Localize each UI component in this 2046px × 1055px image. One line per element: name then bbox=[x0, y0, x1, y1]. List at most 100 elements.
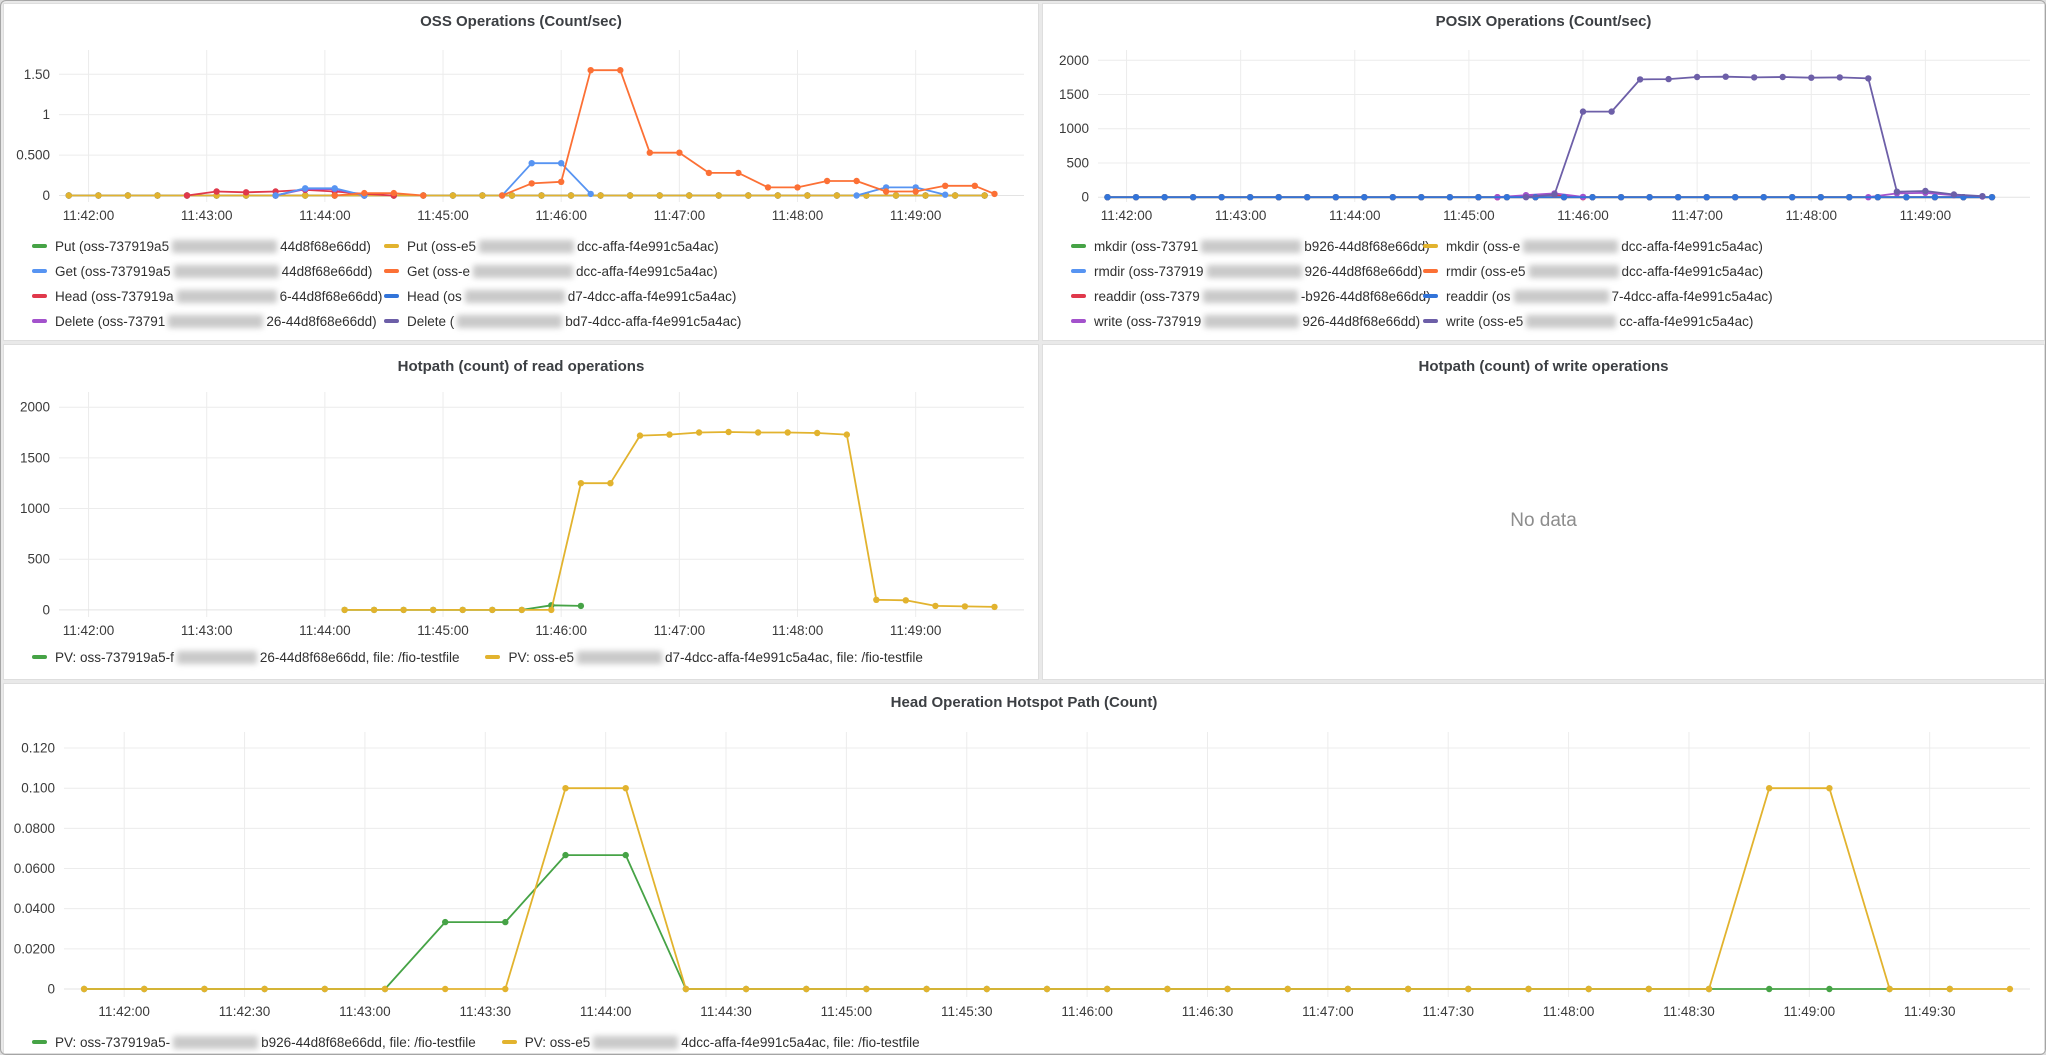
series-point bbox=[1865, 75, 1872, 82]
series-point bbox=[558, 160, 565, 167]
redacted-blur-patch bbox=[1513, 290, 1609, 303]
series-point bbox=[502, 918, 509, 926]
series-point bbox=[442, 985, 449, 993]
legend-label-text: cc-affa-f4e991c5a4ac) bbox=[1619, 314, 1754, 329]
redacted-blur-patch bbox=[593, 1036, 679, 1049]
oss-operations-chart[interactable]: 11:42:00 11:43:00 11:44:00 11:45:00 11:46:00… bbox=[4, 32, 1040, 232]
no-data-message: No data bbox=[1510, 510, 1577, 531]
y-tick-label: 1000 bbox=[20, 501, 50, 516]
series-point bbox=[459, 606, 466, 614]
x-tick-label: 11:46:00 bbox=[1557, 208, 1609, 223]
legend-item[interactable]: Put (oss-737919a5 44d8f68e66dd) bbox=[32, 234, 384, 259]
series-point bbox=[141, 985, 148, 993]
legend-label-text: readdir (os bbox=[1446, 289, 1511, 304]
series-point bbox=[1589, 194, 1596, 201]
legend-label-text: rmdir (oss-e5 bbox=[1446, 264, 1526, 279]
series-point bbox=[1693, 73, 1701, 81]
x-tick-label: 11:44:30 bbox=[700, 1004, 752, 1019]
legend-item[interactable]: Delete (bd7-4dcc-affa-f4e991c5a4ac) bbox=[384, 309, 1030, 334]
series-point bbox=[814, 429, 821, 437]
legend-label-text: 26-44d8f68e66dd) bbox=[266, 314, 377, 329]
legend-item[interactable]: PV: oss-e5 d7-4dcc-affa-f4e991c5a4ac, fil… bbox=[485, 645, 923, 670]
posix-operations-chart[interactable]: 11:42:00 11:43:00 11:44:00 11:45:00 11:46:00… bbox=[1043, 32, 2046, 232]
axis-labels: 11:42:00 11:43:00 11:44:00 11:45:00 11:46:00… bbox=[20, 400, 942, 638]
series-line bbox=[501, 69, 995, 197]
legend-item[interactable]: Head (os d7-4dcc-affa-f4e991c5a4ac) bbox=[384, 284, 1030, 309]
legend-label-text: Head (os bbox=[407, 289, 462, 304]
y-tick-label: 0 bbox=[1081, 190, 1089, 205]
series-point bbox=[942, 182, 949, 189]
legend-item[interactable]: mkdir (oss-e dcc-affa-f4e991c5a4ac) bbox=[1423, 234, 2036, 259]
x-tick-label: 11:45:00 bbox=[821, 1004, 873, 1019]
series-point bbox=[1585, 985, 1592, 993]
y-tick-label: 0 bbox=[42, 188, 50, 203]
legend-label-text: mkdir (oss-73791 bbox=[1094, 239, 1199, 254]
legend-item[interactable]: Put (oss-e5 dcc-affa-f4e991c5a4ac) bbox=[384, 234, 1030, 259]
series-point bbox=[622, 851, 629, 859]
legend-swatch bbox=[32, 655, 47, 659]
legend-item[interactable]: readdir (os 7-4dcc-affa-f4e991c5a4ac) bbox=[1423, 284, 2036, 309]
series-point bbox=[1361, 194, 1368, 201]
redacted-blur-patch bbox=[1204, 315, 1300, 328]
legend-swatch bbox=[32, 319, 47, 323]
series-point bbox=[1275, 194, 1282, 201]
head-hotspot-chart[interactable]: 11:42:00 11:42:30 11:43:00 11:43:30 11:44:00… bbox=[4, 712, 2046, 1036]
series-point bbox=[803, 985, 810, 993]
series-point bbox=[626, 192, 634, 199]
series-point bbox=[1224, 985, 1231, 993]
series-point bbox=[951, 192, 959, 199]
redacted-blur-patch bbox=[1523, 240, 1619, 253]
series-point bbox=[331, 185, 338, 192]
series-point bbox=[562, 851, 569, 859]
panel-hotpath-read: Hotpath (count) of read operations 11:42… bbox=[3, 344, 1039, 680]
series-point bbox=[498, 192, 506, 199]
legend-item[interactable]: PV: oss-e5 4dcc-affa-f4e991c5a4ac, file: … bbox=[501, 1030, 920, 1054]
series-point bbox=[1646, 194, 1653, 201]
series-point bbox=[843, 431, 850, 438]
x-tick-label: 11:45:30 bbox=[941, 1004, 993, 1019]
series-point bbox=[666, 431, 673, 438]
series-point bbox=[390, 189, 397, 197]
series-point bbox=[1665, 75, 1672, 83]
axis-labels: 11:42:00 11:43:00 11:44:00 11:45:00 11:46:00… bbox=[1059, 53, 1951, 223]
x-tick-label: 11:48:00 bbox=[1785, 208, 1837, 223]
legend-item[interactable]: write (oss-737919 926-44d8f68e66dd) bbox=[1071, 309, 1423, 334]
legend-item[interactable]: Get (oss-737919a5 44d8f68e66dd) bbox=[32, 259, 384, 284]
axis-labels: 11:42:00 11:43:00 11:44:00 11:45:00 11:46:00… bbox=[16, 67, 941, 223]
legend-label-text: 926-44d8f68e66dd) bbox=[1304, 264, 1423, 279]
series-point bbox=[558, 178, 565, 185]
y-tick-label: 0.0600 bbox=[14, 861, 55, 876]
legend-item[interactable]: PV: oss-737919a5-f 26-44d8f68e66dd, file:… bbox=[32, 645, 459, 670]
legend-item[interactable]: Head (oss-737919a 6-44d8f68e66dd) bbox=[32, 284, 384, 309]
legend-item[interactable]: PV: oss-737919a5- b926-44d8f68e66dd, file… bbox=[32, 1030, 476, 1054]
series-point bbox=[567, 192, 575, 199]
series-point bbox=[1389, 194, 1396, 201]
series-point bbox=[430, 606, 437, 614]
legend-item[interactable]: rmdir (oss-737919 926-44d8f68e66dd) bbox=[1071, 259, 1423, 284]
legend-item[interactable]: mkdir (oss-73791 b926-44d8f68e66dd) bbox=[1071, 234, 1430, 259]
series-point bbox=[971, 182, 978, 189]
gridlines bbox=[64, 732, 2030, 997]
legend-item[interactable]: readdir (oss-7379 -b926-44d8f68e66dd) bbox=[1071, 284, 1431, 309]
series-line bbox=[501, 162, 592, 197]
x-tick-label: 11:49:00 bbox=[890, 208, 942, 223]
hotpath-read-chart[interactable]: 11:42:00 11:43:00 11:44:00 11:45:00 11:46:00… bbox=[4, 377, 1040, 645]
x-tick-label: 11:47:00 bbox=[654, 623, 706, 638]
series-line bbox=[1497, 192, 1584, 199]
legend-label-text: dcc-affa-f4e991c5a4ac) bbox=[1621, 239, 1763, 254]
series-line bbox=[275, 187, 365, 197]
series-point bbox=[1161, 194, 1168, 201]
x-tick-label: 11:44:00 bbox=[299, 623, 351, 638]
x-tick-label: 11:47:30 bbox=[1422, 1004, 1474, 1019]
x-tick-label: 11:49:00 bbox=[1900, 208, 1952, 223]
legend-item[interactable]: write (oss-e5 cc-affa-f4e991c5a4ac) bbox=[1423, 309, 2036, 334]
x-tick-label: 11:42:30 bbox=[219, 1004, 271, 1019]
legend-item[interactable]: rmdir (oss-e5 dcc-affa-f4e991c5a4ac) bbox=[1423, 259, 2036, 284]
legend-item[interactable]: Get (oss-e dcc-affa-f4e991c5a4ac) bbox=[384, 259, 1030, 284]
series-point bbox=[804, 192, 811, 199]
legend-item[interactable]: Delete (oss-73791 26-44d8f68e66dd) bbox=[32, 309, 384, 334]
series-point bbox=[853, 177, 860, 185]
series-point bbox=[1503, 194, 1511, 201]
legend-label-text: bd7-4dcc-affa-f4e991c5a4ac) bbox=[565, 314, 742, 329]
legend-swatch bbox=[1423, 269, 1438, 273]
